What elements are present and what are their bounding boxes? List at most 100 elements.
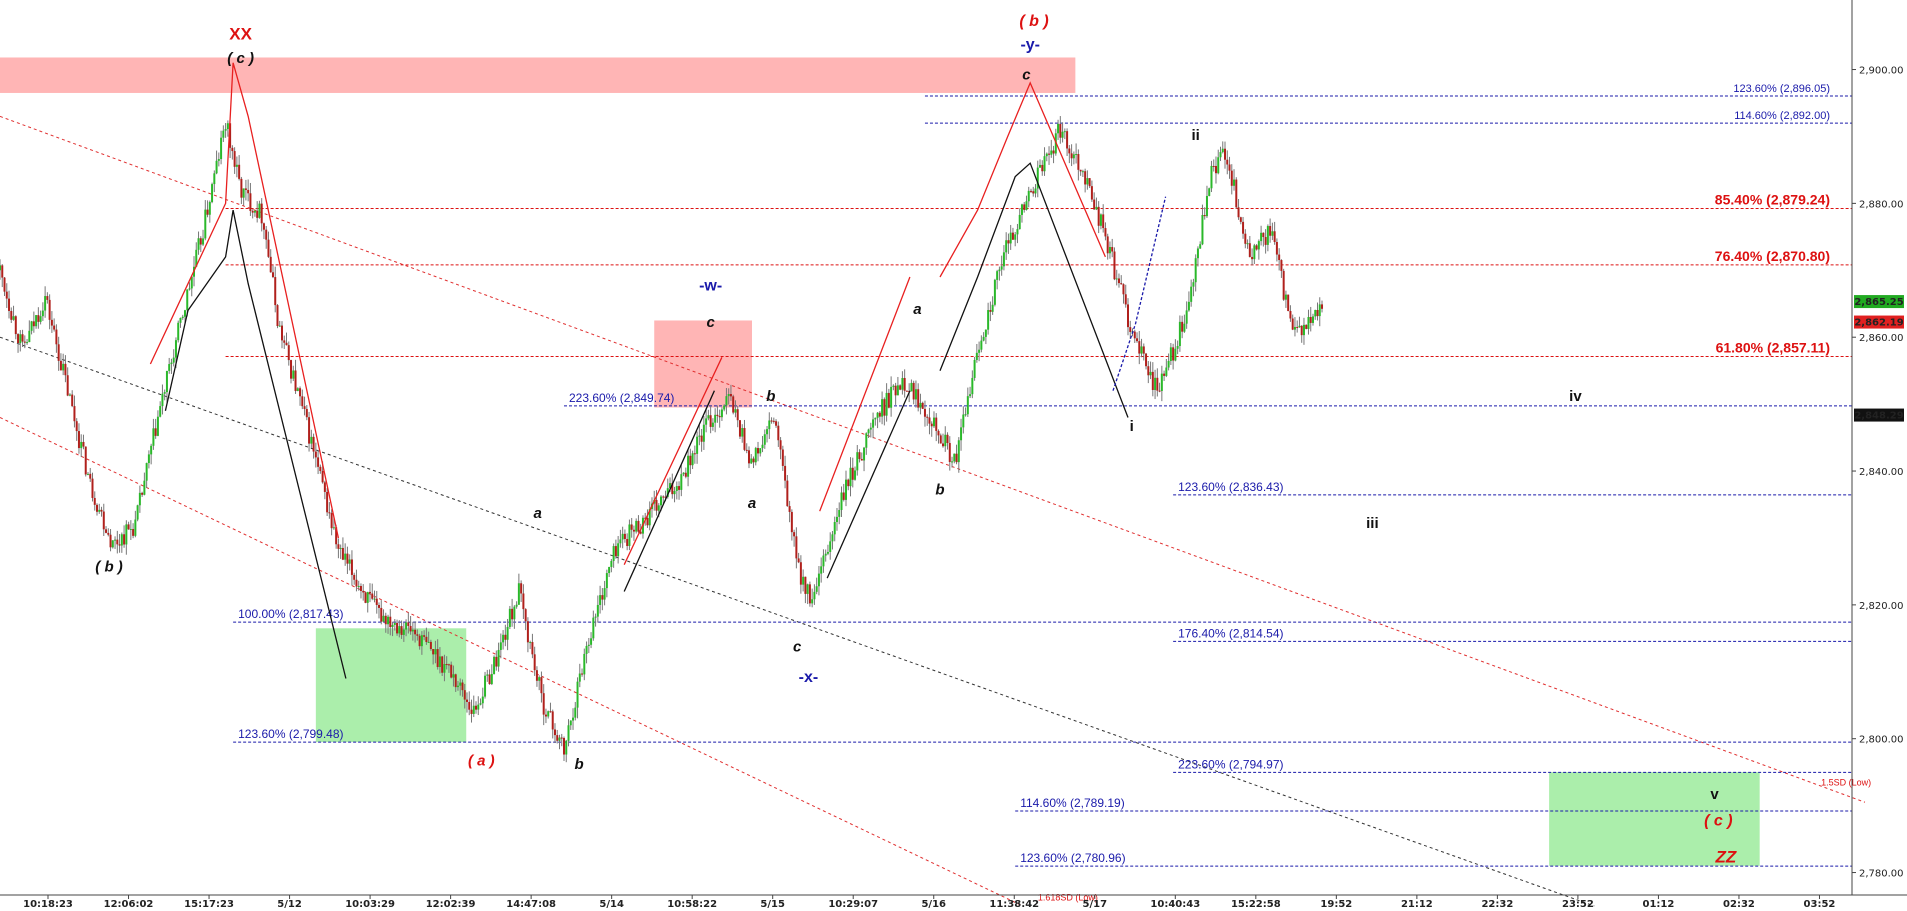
price-badge [1854,295,1904,309]
time-axis[interactable]: 10:18:23 12:06:02 15:17:23 5/12 10:03:29 12:0… [23,895,1835,910]
target-zone [0,57,1076,93]
candle-body [966,396,969,415]
candle-body [443,664,446,673]
candle-body [547,711,550,717]
candle-body [1124,294,1127,305]
price-badges: 2,865.25 2,862.19 2,848.29 [1854,295,1904,422]
candle-body [353,574,356,580]
wave-label: a [748,495,756,512]
candle-body [118,544,121,546]
fib-level-label: 223.60% (2,849.74) [569,391,674,405]
candle-body [378,604,381,608]
price-axis[interactable]: 2,780.00 2,800.00 2,820.00 2,840.00 2,860.00… [1852,66,1904,880]
candle-body [772,420,775,422]
candle-body [355,579,358,587]
candle-body [878,412,881,417]
candle-body [1106,236,1109,254]
candle-body [1293,326,1296,330]
candle-body [1224,148,1227,160]
x-tick-label: 10:29:07 [828,899,878,910]
candle-body [202,238,205,245]
candle-body [788,506,791,512]
candle-body [574,707,577,718]
candle-body [461,682,464,691]
candle-body [939,435,942,444]
candle-body [57,344,60,361]
candle-body [687,455,690,477]
candle-body [565,740,568,755]
candle-body [332,527,335,529]
fib-level-label: 85.40% (2,879.24) [1715,191,1830,207]
candle-body [705,418,708,425]
candle-body [1190,286,1193,302]
candle-body [3,277,6,292]
candle-body [890,386,893,408]
candle-body [1291,318,1294,330]
candle-body [499,642,502,650]
candle-body [1095,206,1098,210]
candle-body [833,522,836,535]
candle-body [682,472,685,475]
candle-body [32,321,35,327]
candle-body [240,178,243,198]
x-tick-label: 10:58:22 [667,899,717,910]
candle-body [481,696,484,704]
candle-body [0,265,1,271]
candle-body [770,420,773,422]
candle-body [993,279,996,305]
candle-body [504,634,507,640]
candle-body [863,447,866,461]
x-tick-label: 03:52 [1804,899,1836,910]
candle-body [281,325,283,341]
candle-body [50,319,53,326]
candle-body [811,599,814,604]
candle-body [599,595,602,605]
candle-body [283,340,286,343]
candle-body [233,151,236,167]
candle-body [416,634,419,636]
candle-body [231,147,234,152]
wave-label: c [1022,67,1031,84]
candle-body [750,458,753,464]
candle-body [531,642,534,655]
candle-body [19,334,22,344]
candle-body [328,512,331,514]
candle-body [585,645,588,654]
price-badge [1854,315,1904,329]
candle-body [581,673,584,675]
x-tick-label: 02:32 [1723,899,1755,910]
candle-body [418,635,421,647]
deviation-notes: 1.5SD (Low) 1.618SD (Low) [1038,778,1871,903]
price-badge-label: 2,865.25 [1854,297,1903,308]
candle-body [1000,266,1003,270]
sd-note: 1.5SD (Low) [1821,778,1871,788]
x-tick-label: 11:38:42 [989,899,1039,910]
candle-body [1269,226,1272,236]
candle-body [1068,148,1071,154]
wave-label: v [1710,786,1719,803]
candle-body [55,329,58,345]
candle-body [603,588,606,600]
candle-body [684,472,687,477]
candle-body [1183,323,1186,332]
candle-body [341,547,344,560]
candle-body [445,664,448,666]
candle-body [567,725,570,741]
candle-body [1201,214,1204,245]
candle-body [479,703,482,705]
candle-body [308,417,311,444]
candle-body [405,622,408,630]
candle-body [1251,256,1254,260]
candle-body [441,656,444,673]
candle-body [41,310,44,317]
candle-body [402,629,405,635]
wave-label: c [706,314,715,331]
candle-body [1296,326,1299,328]
candle-body [806,584,809,594]
candle-body [1097,206,1100,226]
candle-body [576,681,579,708]
candle-body [468,701,471,710]
candle-body [222,130,225,138]
wave-label: a [534,505,542,522]
